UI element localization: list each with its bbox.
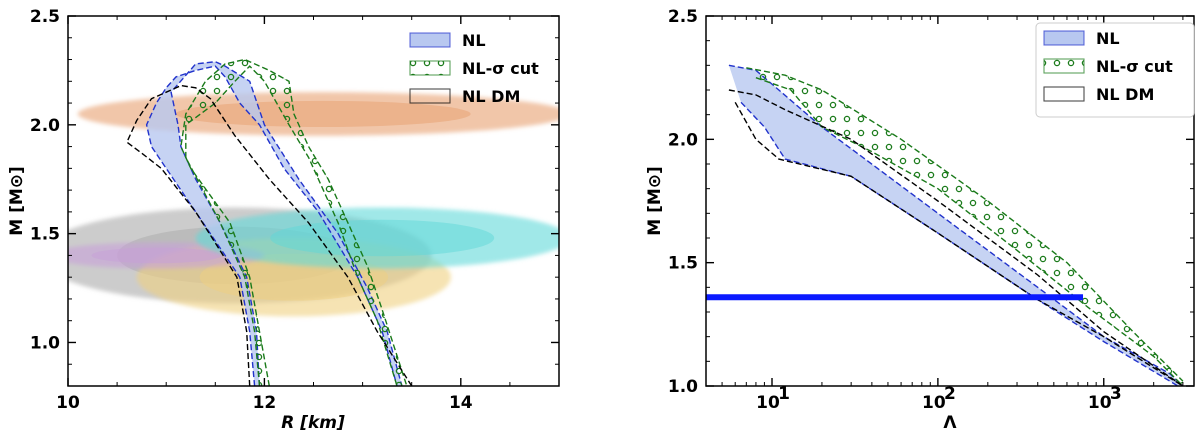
y-tick-label-left-0: 1.0 — [30, 333, 60, 353]
left-nl-cut-lower-edge — [185, 65, 398, 386]
right-legend-nl-dm-label: NL DM — [1096, 85, 1154, 104]
x-tick-label-left-1: 12 — [253, 393, 277, 413]
x-axis-title-right: Λ — [943, 413, 957, 433]
left-legend-nl-dm-label: NL DM — [462, 87, 520, 106]
left-nl-cut-hatch — [180, 59, 407, 386]
y-tick-label-left-3: 2.5 — [30, 7, 60, 27]
x-axis-title-left: R [km] — [281, 413, 345, 433]
ticks-left: 10 12 14 1.0 1.5 2.0 2.5 — [30, 7, 559, 413]
right-nl-fill — [728, 65, 1183, 386]
y-tick-label-right-3: 2.5 — [668, 7, 698, 27]
legend-left: NL NL-σ cut NL DM — [409, 31, 539, 106]
right-legend-nl-swatch — [1043, 30, 1085, 46]
bands-left — [126, 58, 413, 386]
y-tick-label-right-0: 1.0 — [668, 377, 698, 397]
right-nl-dm-upper-edge — [728, 89, 1184, 386]
y-tick-label-left-2: 2.0 — [30, 116, 60, 136]
left-nl-cut-upper-edge — [180, 58, 408, 386]
x-tick-label-left-2: 14 — [449, 393, 473, 413]
left-legend-nl-dm-swatch — [409, 88, 451, 104]
right-legend-nl-cut-swatch — [1043, 58, 1085, 74]
constraint-region-core-4 — [91, 247, 222, 264]
right-legend-frame — [1035, 22, 1195, 118]
right-legend-nl-label: NL — [1096, 29, 1120, 48]
left-legend-nl-cut-label: NL-σ cut — [462, 59, 539, 78]
right-nl-lower-edge — [740, 101, 1179, 386]
right-legend-nl-dm-swatch — [1043, 86, 1085, 102]
left-legend-nl-swatch — [409, 32, 451, 48]
x-tick-label-right-1: 10 — [922, 393, 946, 413]
right-legend-nl-cut-label: NL-σ cut — [1096, 57, 1173, 76]
x-tick-label-left-0: 10 — [56, 393, 80, 413]
y-tick-label-left-1: 1.5 — [30, 225, 60, 245]
x-tick-exponent-right-2: 3 — [1110, 384, 1122, 404]
constraint-region-core-5 — [270, 219, 495, 257]
left-legend-nl-cut-swatch — [409, 60, 451, 76]
plot-frame-right — [705, 15, 1195, 387]
x-tick-exponent-right-1: 2 — [944, 384, 956, 404]
right-nl-dm-lower-edge — [734, 101, 1184, 386]
left-nl-lower-edge — [145, 65, 398, 386]
mass-radius-panel: 10 12 14 1.0 1.5 2.0 2.5 R [km] M [M⊙] NL NL-σ … — [7, 7, 560, 433]
right-nl-cut-lower-edge — [755, 77, 1184, 386]
y-axis-title-right: M [M⊙] — [645, 166, 665, 236]
x-tick-label-right-2: 10 — [1088, 393, 1112, 413]
legend-right: NL NL-σ cut NL DM — [1035, 22, 1195, 118]
left-legend-nl-label: NL — [462, 31, 486, 50]
x-tick-exponent-right-0: 1 — [778, 384, 790, 404]
constraint-regions — [68, 92, 559, 317]
y-tick-label-right-2: 2.0 — [668, 130, 698, 150]
bands-right — [728, 64, 1184, 386]
y-axis-title-left: M [M⊙] — [7, 166, 27, 236]
left-nl-upper-edge — [170, 60, 403, 386]
x-tick-label-right-0: 10 — [756, 393, 780, 413]
right-nl-cut-upper-edge — [746, 67, 1184, 382]
y-tick-label-right-1: 1.5 — [668, 254, 698, 274]
left-nl-dm-edge — [126, 84, 413, 386]
